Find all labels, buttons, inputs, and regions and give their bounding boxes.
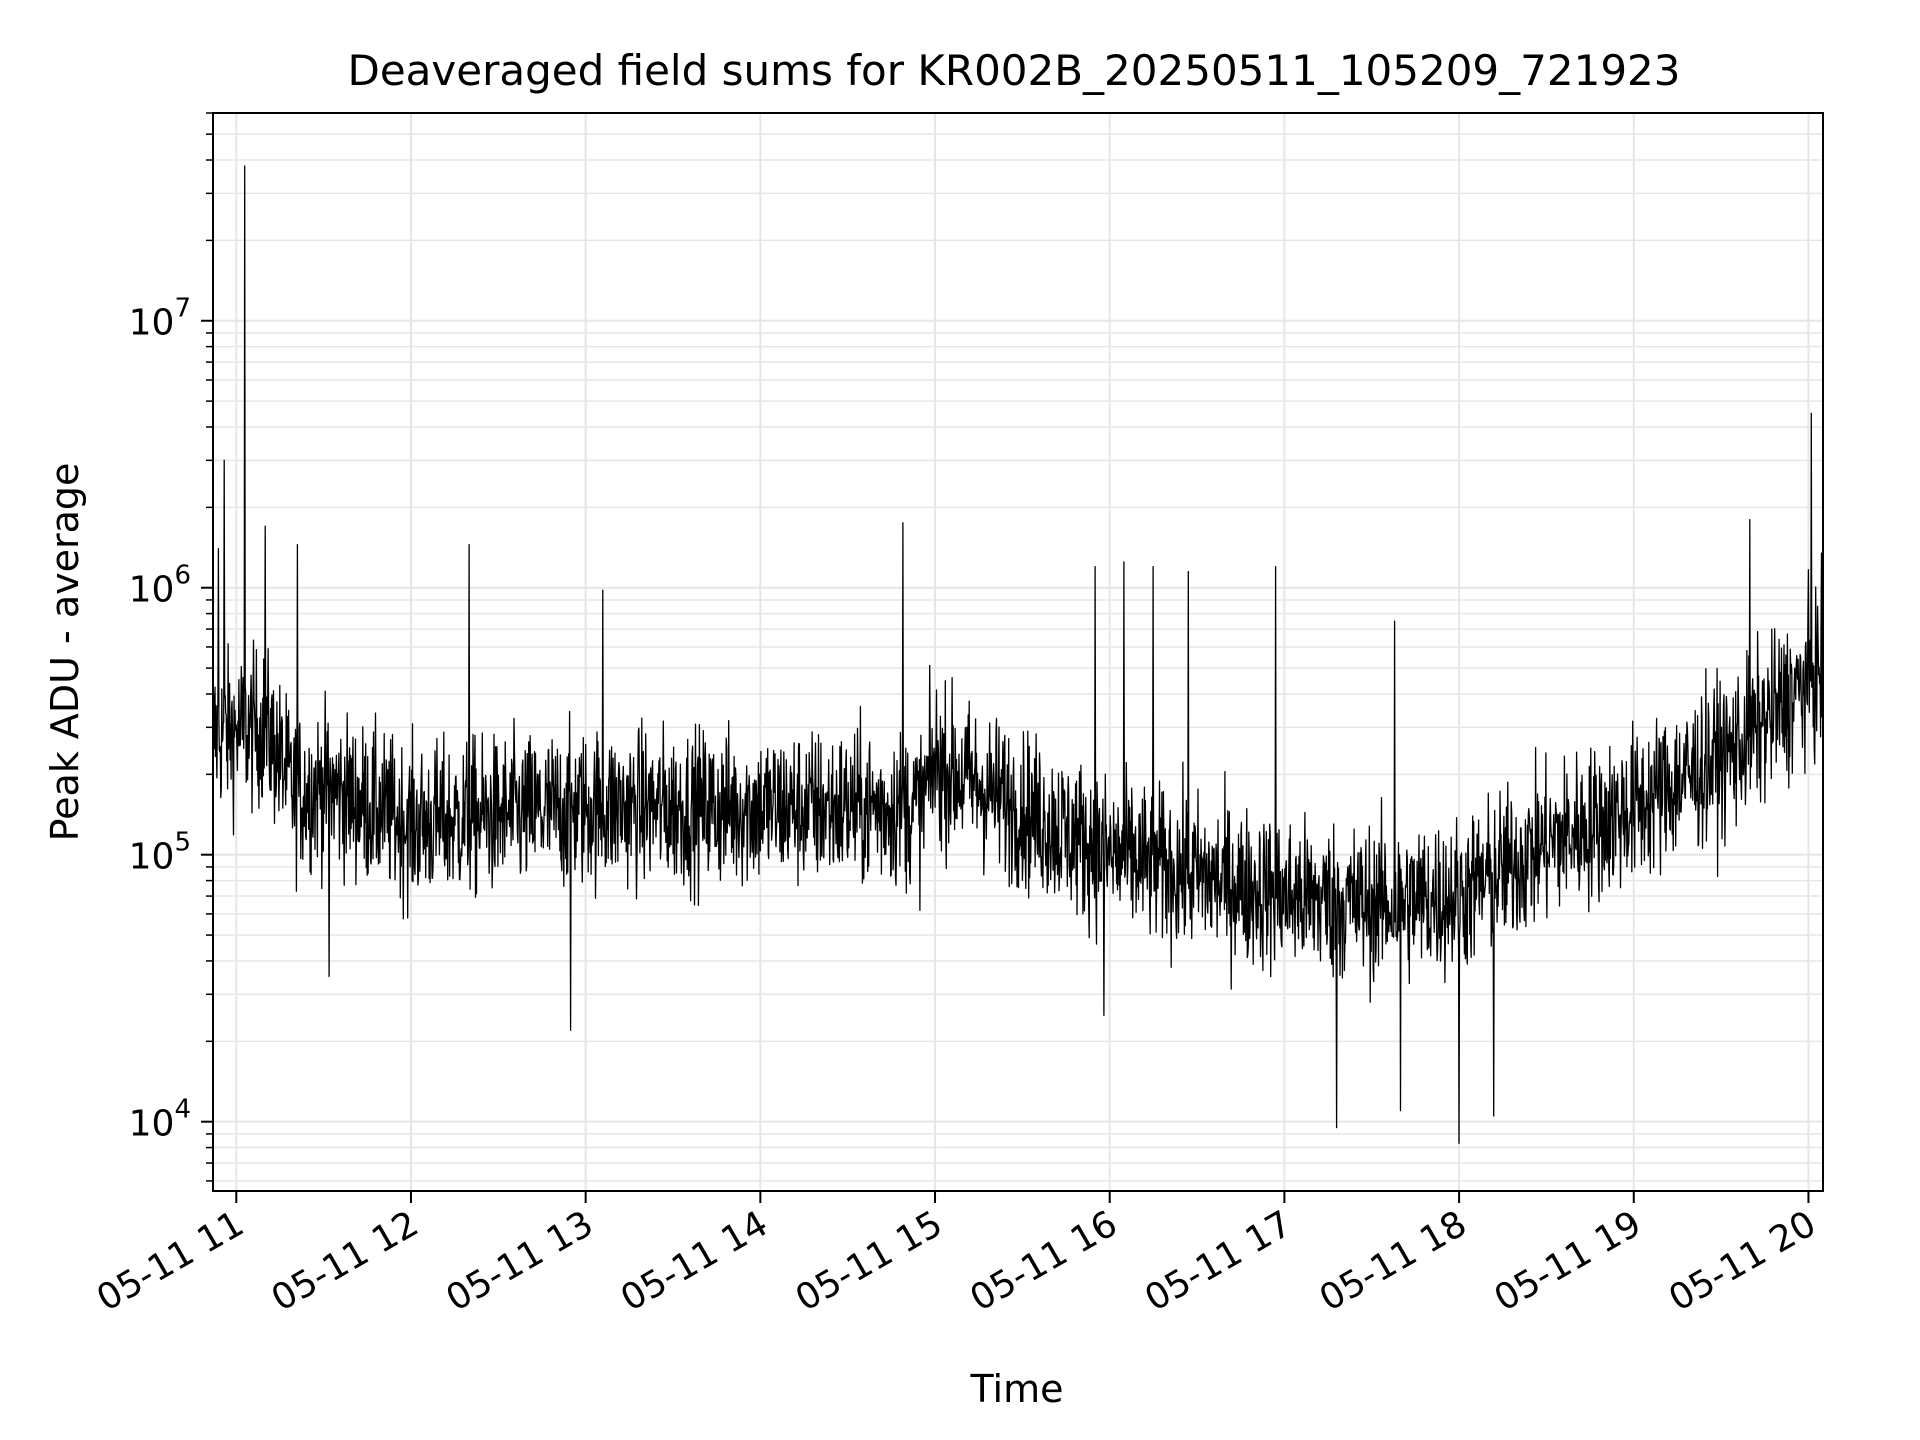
y-tick-label: 107: [129, 294, 191, 344]
x-axis-title: Time: [970, 1367, 1064, 1411]
y-tick-exponent: 5: [174, 828, 191, 858]
series-line: [212, 165, 1824, 1144]
y-tick-base: 10: [129, 837, 175, 878]
y-tick-exponent: 4: [174, 1095, 191, 1125]
y-tick-base: 10: [129, 1104, 175, 1145]
y-tick-exponent: 6: [174, 561, 191, 591]
y-tick-exponent: 7: [174, 294, 191, 324]
chart-title: Deaveraged field sums for KR002B_2025051…: [348, 46, 1681, 95]
y-tick-base: 10: [129, 303, 175, 344]
y-tick-base: 10: [129, 570, 175, 611]
y-tick-label: 104: [129, 1095, 191, 1145]
y-tick-label: 106: [129, 561, 191, 611]
plot-frame: [212, 112, 1824, 1192]
series-layer: [212, 165, 1824, 1144]
y-tick-label: 105: [129, 828, 191, 878]
y-axis-title: Peak ADU - average: [43, 463, 87, 842]
